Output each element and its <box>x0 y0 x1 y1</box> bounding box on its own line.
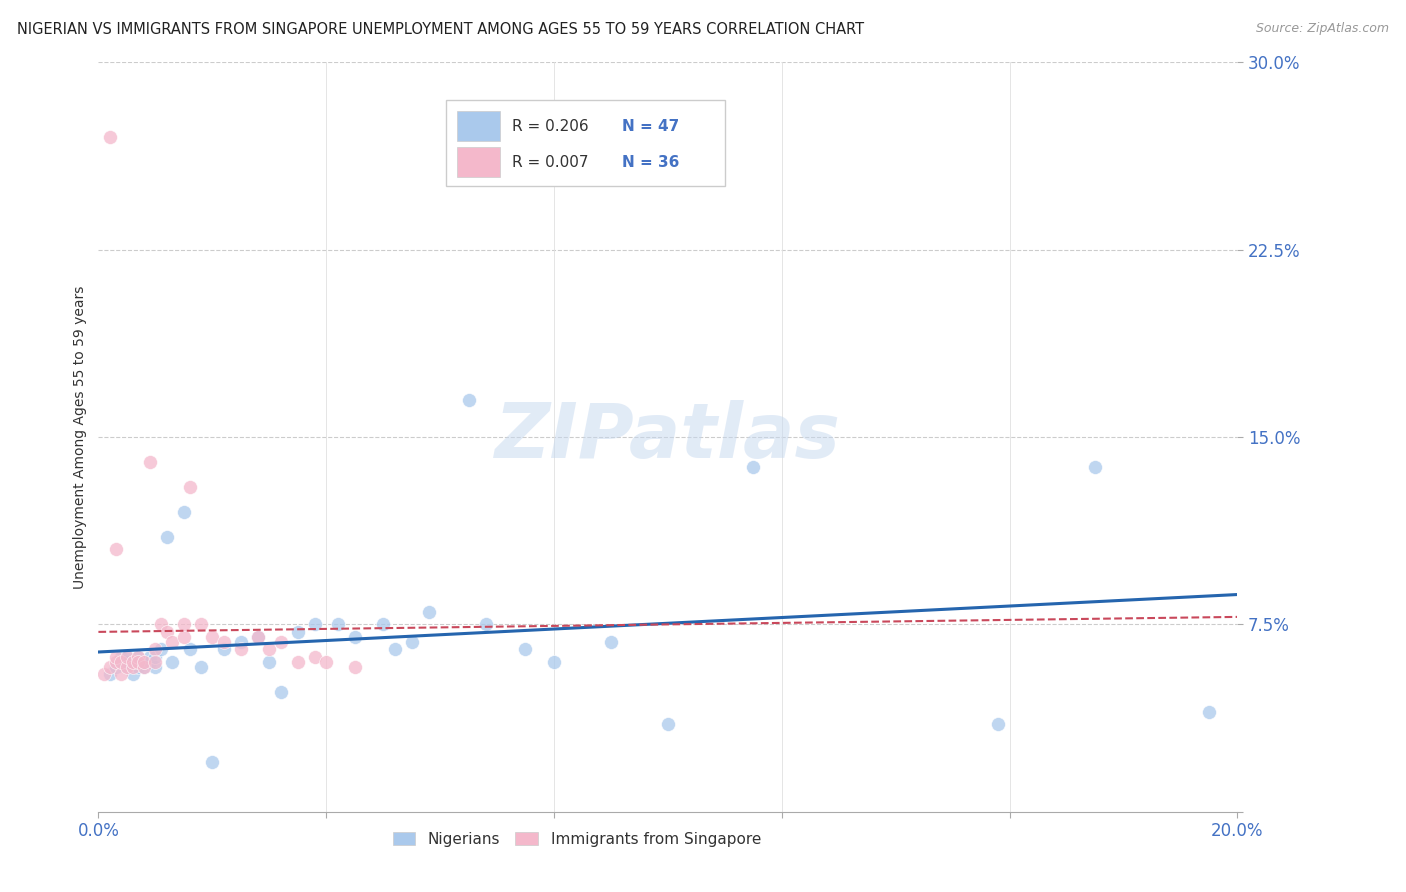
Point <box>418 605 440 619</box>
Point <box>229 642 252 657</box>
Point <box>138 649 160 664</box>
Point <box>515 642 537 657</box>
Point <box>145 660 167 674</box>
Point <box>270 685 292 699</box>
Point <box>162 655 184 669</box>
Point <box>190 617 212 632</box>
Point <box>1198 705 1220 719</box>
Point <box>104 655 127 669</box>
Point <box>474 617 496 632</box>
Point <box>401 635 423 649</box>
Text: R = 0.206: R = 0.206 <box>512 119 589 134</box>
Point <box>315 655 337 669</box>
Point <box>246 630 269 644</box>
Point <box>179 480 201 494</box>
Point <box>115 649 138 664</box>
Text: N = 36: N = 36 <box>623 154 679 169</box>
Point <box>212 642 235 657</box>
Point <box>201 755 224 769</box>
Bar <box>457 112 501 141</box>
Point <box>259 642 281 657</box>
Point <box>343 630 366 644</box>
Point <box>132 660 155 674</box>
Point <box>132 655 155 669</box>
Point <box>115 655 138 669</box>
Point <box>343 660 366 674</box>
Point <box>162 635 184 649</box>
Point <box>156 624 179 639</box>
Point <box>110 649 132 664</box>
Bar <box>457 147 501 178</box>
Point <box>98 667 121 681</box>
Point <box>121 655 143 669</box>
Point <box>1084 460 1107 475</box>
Point <box>173 505 195 519</box>
Point <box>138 455 160 469</box>
Point <box>127 649 149 664</box>
Point <box>543 655 565 669</box>
Point <box>457 392 479 407</box>
Text: R = 0.007: R = 0.007 <box>512 154 588 169</box>
Point <box>115 660 138 674</box>
Point <box>98 660 121 674</box>
Point <box>121 660 143 674</box>
Point <box>987 717 1010 731</box>
Point <box>156 530 179 544</box>
Point <box>127 655 149 669</box>
Point <box>173 630 195 644</box>
Point <box>287 655 309 669</box>
Point <box>229 635 252 649</box>
Point <box>246 630 269 644</box>
Point <box>145 642 167 657</box>
Text: ZIPatlas: ZIPatlas <box>495 401 841 474</box>
Point <box>304 617 326 632</box>
Point <box>270 635 292 649</box>
Text: N = 47: N = 47 <box>623 119 679 134</box>
Point <box>145 655 167 669</box>
Point <box>373 617 395 632</box>
Point <box>115 649 138 664</box>
Point <box>110 667 132 681</box>
Legend: Nigerians, Immigrants from Singapore: Nigerians, Immigrants from Singapore <box>387 825 768 853</box>
Point <box>600 635 623 649</box>
Point <box>150 642 173 657</box>
Point <box>201 630 224 644</box>
Point <box>657 717 679 731</box>
Text: NIGERIAN VS IMMIGRANTS FROM SINGAPORE UNEMPLOYMENT AMONG AGES 55 TO 59 YEARS COR: NIGERIAN VS IMMIGRANTS FROM SINGAPORE UN… <box>17 22 865 37</box>
Point <box>115 660 138 674</box>
Point <box>150 617 173 632</box>
Point <box>179 642 201 657</box>
Point <box>384 642 406 657</box>
Point <box>287 624 309 639</box>
Point <box>110 655 132 669</box>
Point <box>326 617 349 632</box>
Point <box>132 660 155 674</box>
Point <box>121 655 143 669</box>
Point <box>132 655 155 669</box>
FancyBboxPatch shape <box>446 100 725 186</box>
Point <box>304 649 326 664</box>
Point <box>259 655 281 669</box>
Point <box>98 130 121 145</box>
Point <box>190 660 212 674</box>
Text: Source: ZipAtlas.com: Source: ZipAtlas.com <box>1256 22 1389 36</box>
Point <box>121 667 143 681</box>
Point <box>104 660 127 674</box>
Point <box>127 649 149 664</box>
Point <box>173 617 195 632</box>
Point <box>212 635 235 649</box>
Point <box>104 542 127 557</box>
Point <box>104 649 127 664</box>
Point <box>110 655 132 669</box>
Point <box>127 660 149 674</box>
Point <box>742 460 765 475</box>
Point <box>138 655 160 669</box>
Point <box>93 667 115 681</box>
Y-axis label: Unemployment Among Ages 55 to 59 years: Unemployment Among Ages 55 to 59 years <box>73 285 87 589</box>
Point <box>145 649 167 664</box>
